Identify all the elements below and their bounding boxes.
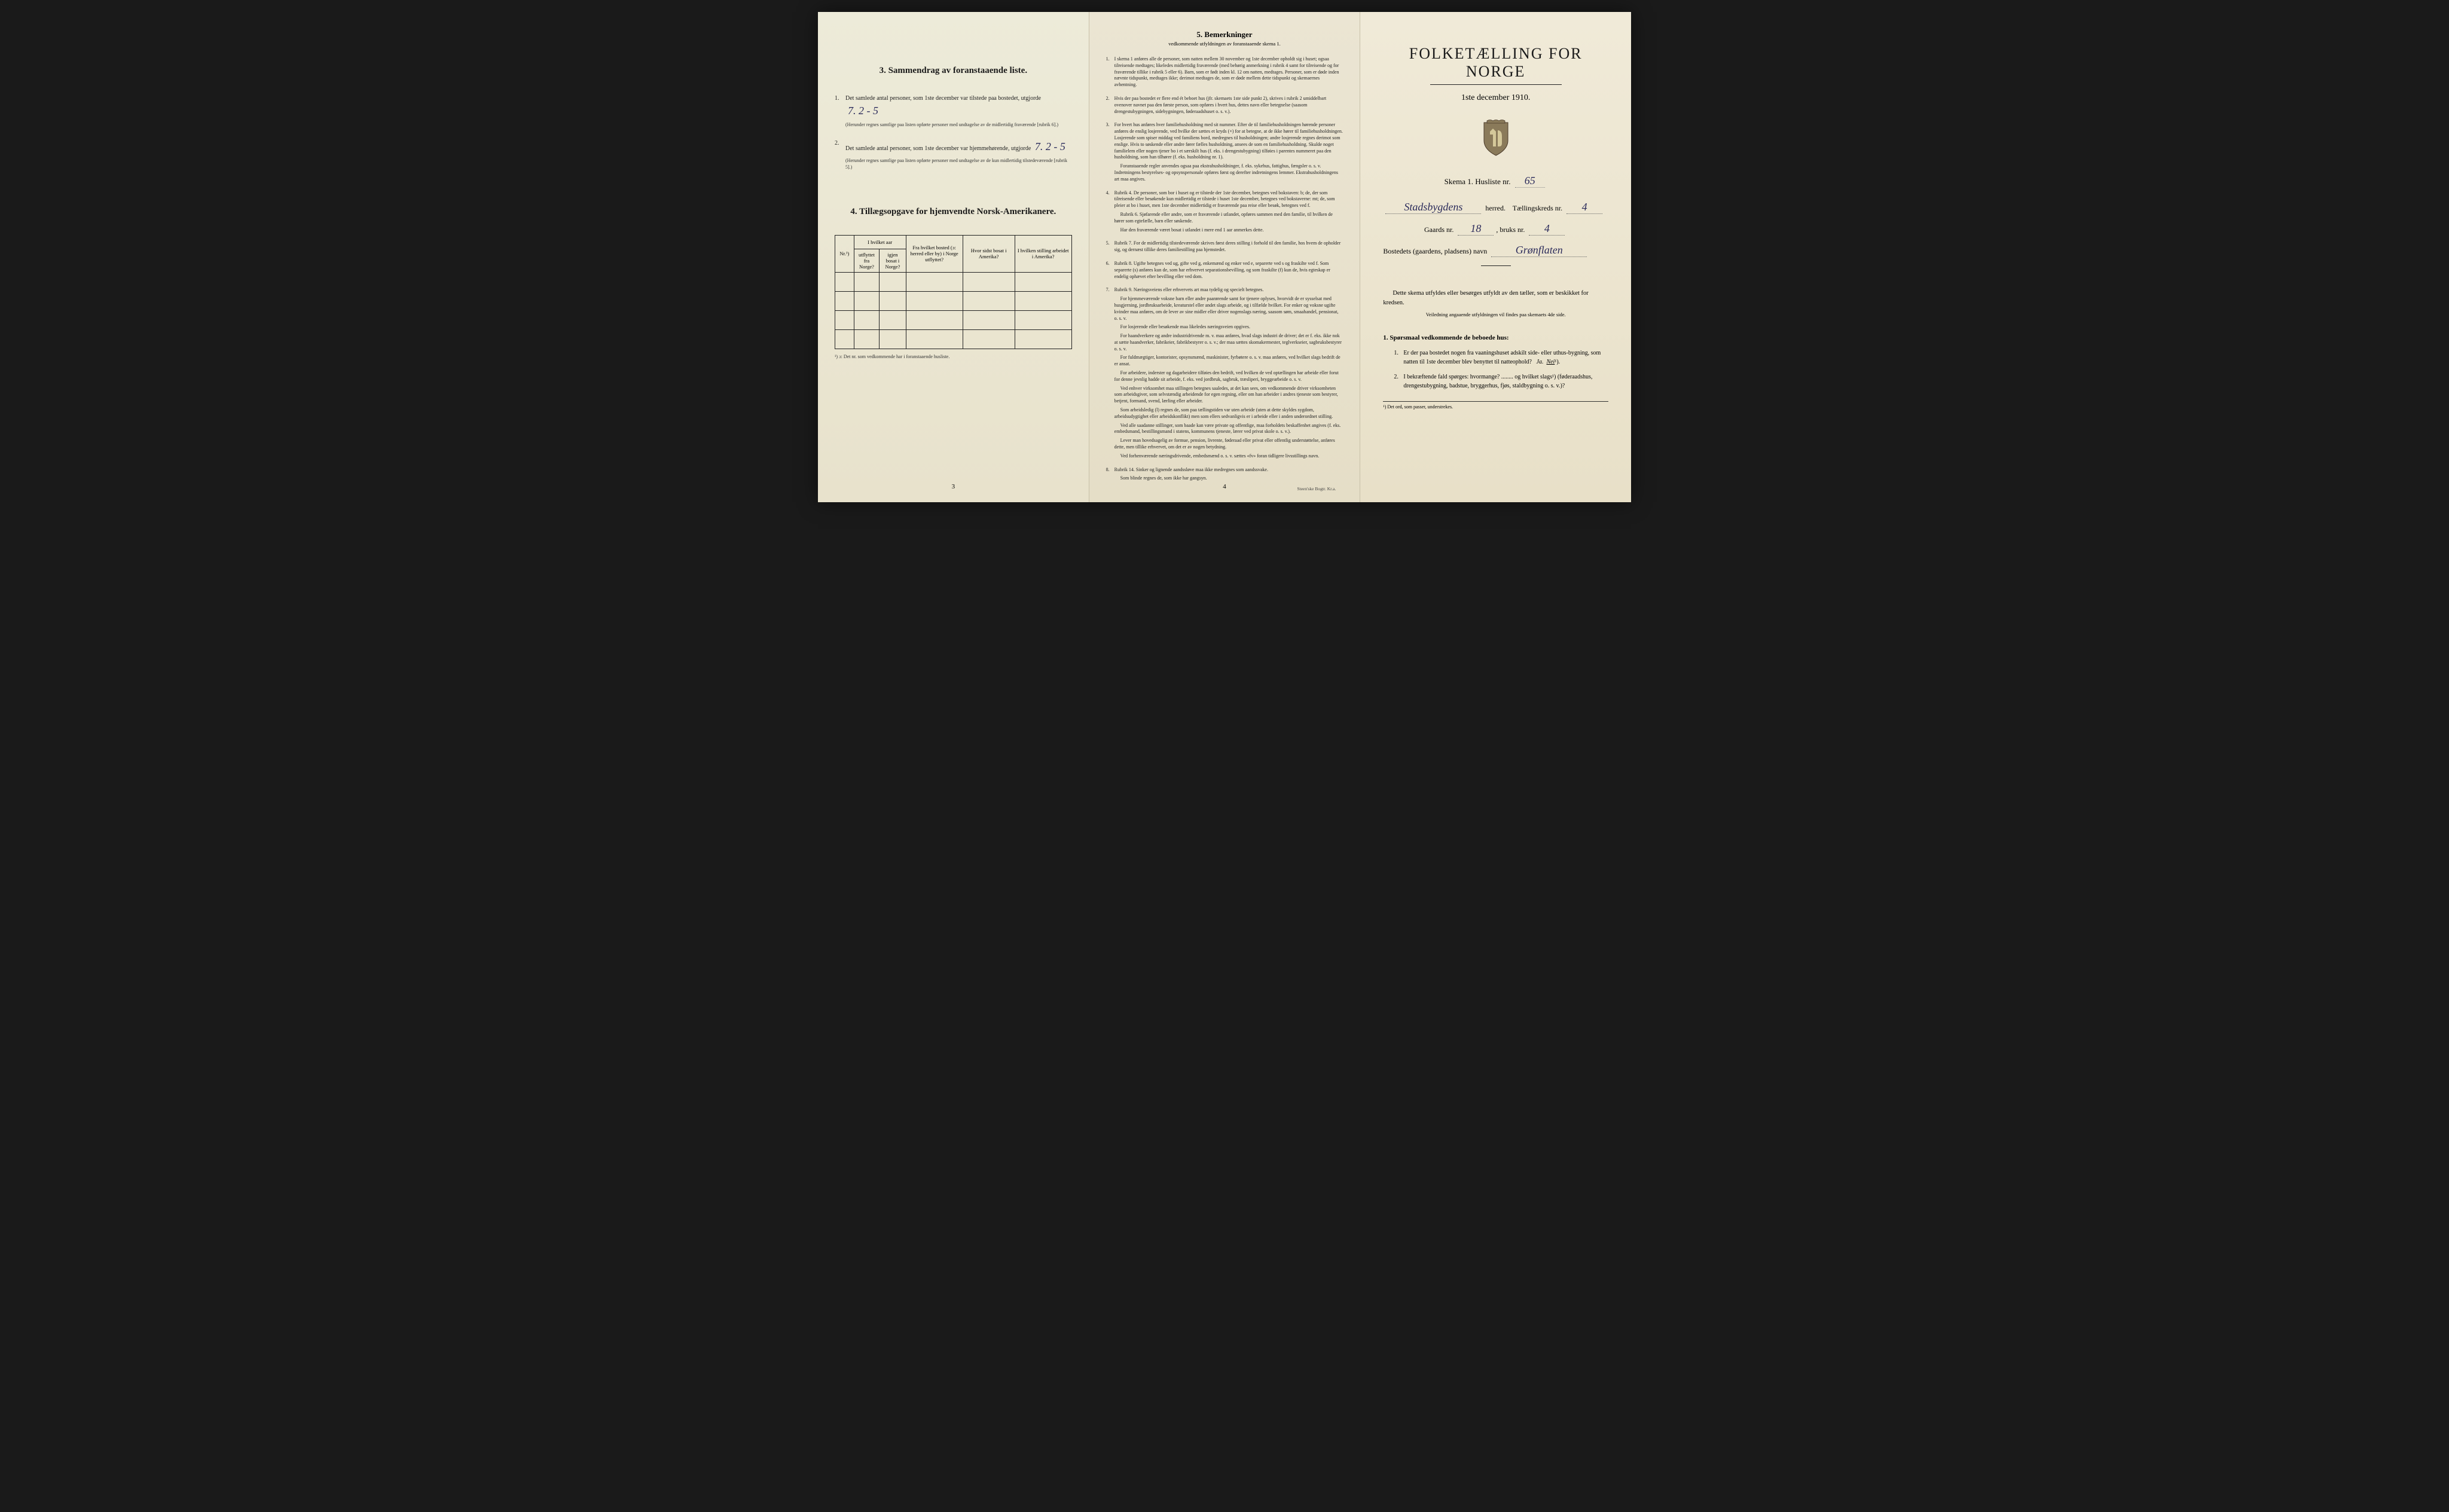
bosted-line: Bostedets (gaardens, pladsens) navn Grøn… — [1377, 244, 1614, 257]
bosted-navn: Grønflaten — [1491, 244, 1587, 257]
remark-item: 8.Rubrik 14. Sinker og lignende aandsslø… — [1106, 467, 1343, 485]
col-bosted: Fra hvilket bosted (ɔ: herred eller by) … — [906, 235, 963, 272]
skema-line: Skema 1. Husliste nr. 65 — [1377, 175, 1614, 188]
page-4: 5. Bemerkninger vedkommende utfyldningen… — [1089, 12, 1361, 502]
remark-item: 2.Hvis der paa bostedet er flere end ét … — [1106, 96, 1343, 117]
herred-line: Stadsbygdens herred. Tællingskreds nr. 4 — [1377, 201, 1614, 214]
gaards-nr: 18 — [1458, 222, 1494, 236]
census-document: 3. Sammendrag av foranstaaende liste. 1.… — [818, 12, 1631, 502]
coat-of-arms-icon — [1481, 120, 1511, 157]
husliste-nr: 65 — [1515, 175, 1545, 188]
title-rule — [1430, 84, 1562, 85]
remarks-subtitle: vedkommende utfyldningen av foranstaaend… — [1106, 41, 1343, 47]
remark-item: 4.Rubrik 4. De personer, som bor i huset… — [1106, 190, 1343, 236]
printer-note: Steen'ske Bogtr. Kr.a. — [1297, 486, 1336, 491]
bottom-footnote: ¹) Det ord, som passer, understrekes. — [1383, 401, 1608, 410]
table-row — [835, 329, 1072, 349]
remark-item: 3.For hvert hus anføres hver familiehush… — [1106, 122, 1343, 185]
col-stilling: I hvilken stilling arbeidet i Amerika? — [1015, 235, 1071, 272]
census-date: 1ste december 1910. — [1377, 93, 1614, 103]
herred-name: Stadsbygdens — [1385, 201, 1481, 214]
answer-nei: Nei — [1546, 359, 1555, 365]
table-footnote: ¹) ɔ: Det nr. som vedkommende har i fora… — [835, 354, 1072, 359]
table-row — [835, 310, 1072, 329]
bruks-nr: 4 — [1529, 222, 1565, 236]
remarks-title: 5. Bemerkninger — [1106, 30, 1343, 39]
remark-item: 1.I skema 1 anføres alle de personer, so… — [1106, 56, 1343, 91]
summary-item-1: 1. Det samlede antal personer, som 1ste … — [835, 94, 1072, 128]
summary-item-2: 2. Det samlede antal personer, som 1ste … — [835, 139, 1072, 170]
page-number-4: 4 — [1223, 483, 1226, 490]
gaards-line: Gaards nr. 18, bruks nr. 4 — [1377, 222, 1614, 236]
page-number-3: 3 — [952, 483, 955, 490]
remark-item: 6.Rubrik 8. Ugifte betegnes ved ug, gift… — [1106, 261, 1343, 282]
main-title: FOLKETÆLLING FOR NORGE — [1377, 45, 1614, 81]
remark-item: 7.Rubrik 9. Næringsveiens eller erhverve… — [1106, 287, 1343, 462]
instruction-sub: Veiledning angaaende utfyldningen vil fi… — [1377, 311, 1614, 317]
col-amerika: Hvor sidst bosat i Amerika? — [963, 235, 1015, 272]
table-row — [835, 291, 1072, 310]
remarks-list: 1.I skema 1 anføres alle de personer, so… — [1106, 56, 1343, 484]
remark-item: 5.Rubrik 7. For de midlertidig tilstedev… — [1106, 240, 1343, 256]
table-row — [835, 272, 1072, 291]
kreds-nr: 4 — [1566, 201, 1602, 214]
section-4-title: 4. Tillægsopgave for hjemvendte Norsk-Am… — [835, 207, 1072, 217]
question-2: 2. I bekræftende fald spørges: hvormange… — [1394, 372, 1608, 390]
question-1: 1. Er der paa bostedet nogen fra vaaning… — [1394, 349, 1608, 366]
hjemmehoerende-count: 7. 2 - 5 — [1035, 139, 1065, 155]
col-aar: I hvilket aar — [854, 235, 906, 249]
page-3: 3. Sammendrag av foranstaaende liste. 1.… — [818, 12, 1089, 502]
instruction: Dette skema utfyldes eller besørges utfy… — [1383, 289, 1608, 308]
question-header: 1. Spørsmaal vedkommende de beboede hus: — [1383, 334, 1608, 341]
tilstede-count: 7. 2 - 5 — [848, 103, 878, 119]
page-1-title: FOLKETÆLLING FOR NORGE 1ste december 191… — [1360, 12, 1631, 502]
col-nr: Nr.¹) — [835, 235, 854, 272]
section-3-title: 3. Sammendrag av foranstaaende liste. — [835, 66, 1072, 76]
amerikanere-table: Nr.¹) I hvilket aar Fra hvilket bosted (… — [835, 235, 1072, 349]
